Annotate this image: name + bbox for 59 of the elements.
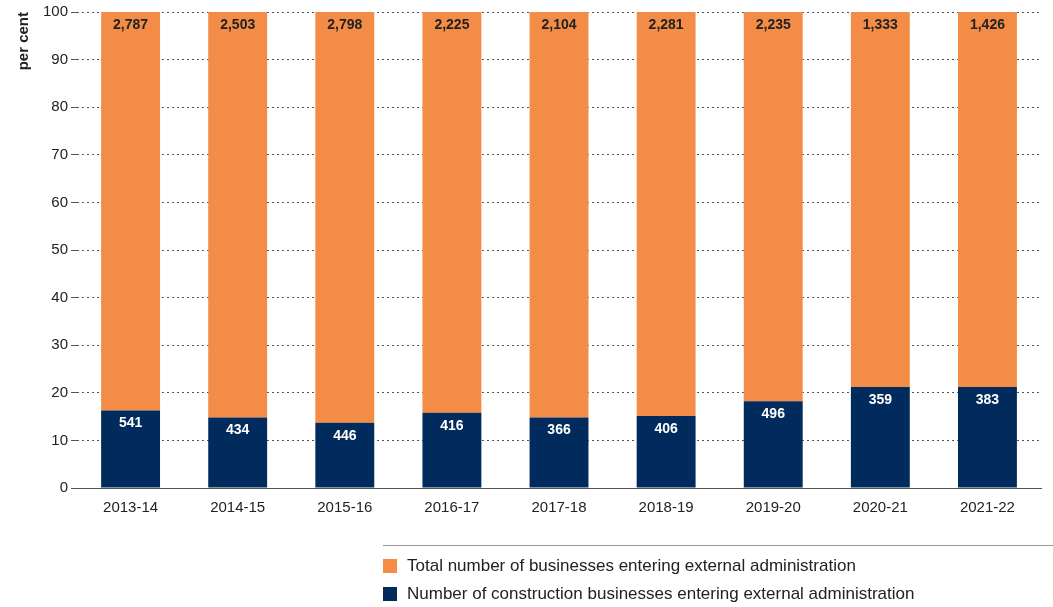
- bar: [529, 417, 589, 488]
- x-tick-label: 2016-17: [424, 498, 480, 516]
- y-tick-label: 30: [51, 335, 69, 353]
- bar: [208, 12, 268, 418]
- bar: [101, 12, 161, 411]
- y-tick-label: 70: [51, 144, 69, 162]
- bar: [957, 387, 1017, 488]
- annotation: 2,281: [648, 15, 684, 32]
- annotation: 434: [226, 421, 250, 438]
- annotation: 2,798: [327, 15, 363, 32]
- y-tick-label: 100: [43, 2, 69, 20]
- x-tick-label: 2020-21: [852, 498, 908, 516]
- legend-label: Number of construction businesses entering external administration: [407, 584, 915, 604]
- x-tick-label: 2018-19: [638, 498, 694, 516]
- y-tick-label: 50: [51, 240, 69, 258]
- y-tick-label: 90: [51, 49, 69, 67]
- bar: [315, 12, 375, 423]
- y-tick-label: 10: [51, 430, 69, 448]
- x-tick-label: 2019-20: [745, 498, 801, 516]
- bar: [208, 417, 268, 488]
- annotation: 2,787: [113, 15, 149, 32]
- bar: [636, 12, 696, 417]
- bar: [315, 422, 375, 488]
- annotation: 2,225: [434, 15, 470, 32]
- bar: [529, 12, 589, 418]
- bar: [743, 12, 803, 402]
- annotation: 366: [547, 421, 571, 438]
- annotation: 406: [654, 419, 679, 436]
- bar: [743, 401, 803, 488]
- annotation: 416: [440, 416, 464, 433]
- x-tick-label: 2014-15: [210, 498, 266, 516]
- annotation: 383: [975, 390, 1000, 407]
- annotation: 1,333: [862, 15, 899, 32]
- y-tick-label: 40: [51, 287, 69, 305]
- x-tick-label: 2017-18: [531, 498, 587, 516]
- bar: [636, 416, 696, 488]
- y-tick-label: 20: [51, 382, 69, 400]
- y-axis-title: per cent: [14, 12, 32, 71]
- legend-label: Total number of businesses entering external administration: [407, 556, 856, 576]
- bar: [101, 410, 161, 488]
- annotation: 2,235: [755, 15, 791, 32]
- annotation: 1,426: [969, 15, 1006, 32]
- y-tick-label: 0: [59, 478, 69, 496]
- bar: [422, 12, 482, 413]
- x-tick-label: 2013-14: [103, 498, 159, 516]
- x-tick-label: 2021-22: [959, 498, 1015, 516]
- y-tick-label: 60: [51, 192, 69, 210]
- y-tick-label: 80: [51, 97, 69, 115]
- bar: [850, 387, 910, 488]
- annotation: 2,104: [541, 15, 577, 32]
- x-tick-label: 2015-16: [317, 498, 373, 516]
- bar: [850, 12, 910, 388]
- annotation: 446: [333, 426, 357, 443]
- annotation: 496: [761, 405, 786, 422]
- bar: [422, 412, 482, 488]
- annotation: 541: [118, 414, 143, 431]
- annotation: 2,503: [220, 15, 256, 32]
- annotation: 359: [868, 390, 893, 407]
- bar: [957, 12, 1017, 388]
